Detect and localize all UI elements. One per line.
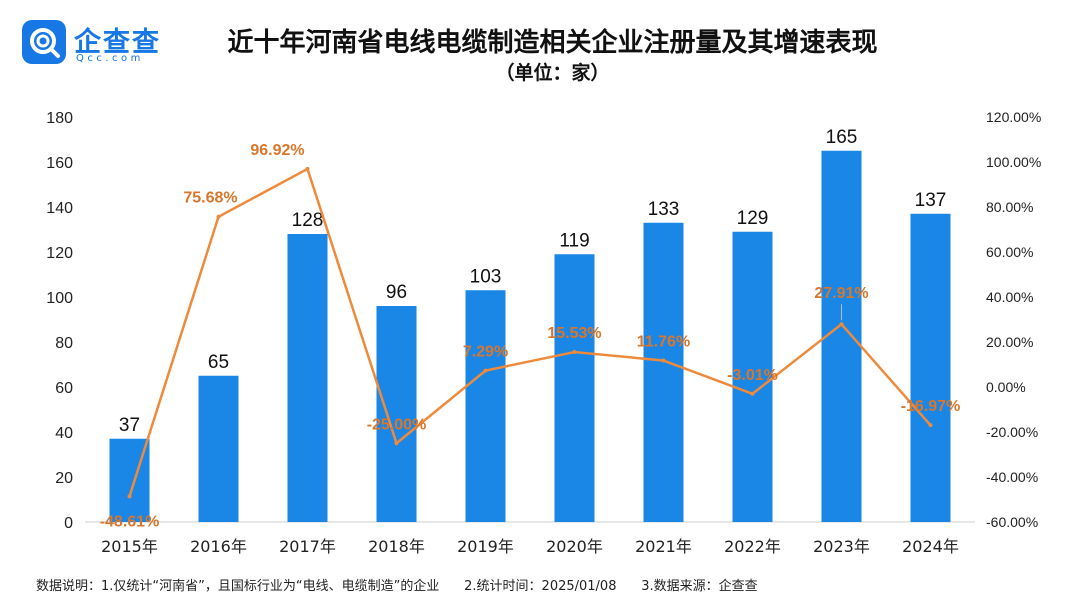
y-left-tick-label: 40: [55, 425, 73, 442]
growth-line: [128, 167, 932, 497]
chart-subtitle: （单位：家）: [495, 62, 610, 84]
bar-value-label: 65: [208, 352, 229, 373]
growth-point: [483, 368, 488, 373]
growth-rate-label: 96.92%: [250, 142, 304, 159]
footer-note-source: 3.数据来源：企查查: [641, 579, 758, 594]
y-right-tick-label: 100.00%: [986, 154, 1041, 170]
y-left-tick-label: 160: [46, 155, 73, 172]
growth-point: [127, 494, 132, 499]
bar-value-label: 103: [470, 266, 502, 287]
y-left-tick-label: 120: [46, 245, 73, 262]
growth-rate-label: 7.29%: [463, 344, 508, 361]
growth-point: [394, 441, 399, 446]
y-left-tick-label: 140: [46, 200, 73, 217]
brand-name: 企查查: [74, 27, 161, 58]
bar: [287, 234, 328, 522]
x-tick-label: 2020年: [546, 537, 603, 556]
growth-point: [305, 166, 310, 171]
footer-notes: 数据说明：1.仅统计“河南省”，且国标行业为“电线、电缆制造”的企业 2.统计时…: [36, 575, 758, 594]
growth-point: [661, 358, 666, 363]
bar: [554, 254, 595, 522]
y-left-tick-label: 20: [55, 470, 73, 487]
bar-value-label: 37: [119, 415, 140, 436]
growth-rate-label: 27.91%: [814, 285, 868, 302]
footer-note-date: 2.统计时间：2025/01/08: [464, 579, 617, 594]
y-right-tick-label: 80.00%: [986, 199, 1033, 215]
x-tick-label: 2015年: [101, 537, 158, 556]
y-left-tick-label: 80: [55, 335, 73, 352]
y-left-tick-label: 180: [46, 110, 73, 127]
x-tick-label: 2023年: [813, 537, 870, 556]
growth-rate-label: -25.00%: [367, 416, 427, 433]
y-left-tick-label: 60: [55, 380, 73, 397]
y-right-tick-label: 120.00%: [986, 109, 1041, 125]
x-tick-label: 2024年: [902, 537, 959, 556]
growth-point: [216, 214, 221, 219]
bar-value-label: 119: [559, 230, 589, 251]
growth-point: [572, 350, 577, 355]
y-left-tick-label: 100: [46, 290, 73, 307]
chart-title: 近十年河南省电线电缆制造相关企业注册量及其增速表现: [227, 28, 878, 58]
y-right-tick-label: 20.00%: [986, 334, 1033, 350]
x-tick-label: 2022年: [724, 537, 781, 556]
x-tick-label: 2016年: [190, 537, 247, 556]
y-right-tick-label: 60.00%: [986, 244, 1033, 260]
bar: [732, 231, 773, 522]
y-right-tick-label: -60.00%: [986, 514, 1038, 530]
bar-value-label: 96: [386, 282, 407, 303]
bar-value-label: 165: [826, 127, 858, 148]
growth-point: [839, 322, 844, 327]
growth-rate-label: 11.76%: [637, 334, 690, 351]
x-tick-label: 2019年: [457, 537, 514, 556]
bar-value-label: 137: [915, 190, 947, 211]
bar-value-label: 133: [648, 199, 680, 220]
x-tick-label: 2021年: [635, 537, 692, 556]
y-right-tick-label: -20.00%: [986, 424, 1038, 440]
bar: [643, 222, 684, 522]
growth-rate-label: -48.61%: [100, 513, 160, 530]
growth-rate-label: 75.68%: [183, 190, 237, 207]
y-right-tick-label: 40.00%: [986, 289, 1033, 305]
growth-rate-label: 15.53%: [547, 325, 601, 342]
bar: [910, 213, 951, 522]
bar: [198, 375, 239, 522]
y-right-tick-label: 0.00%: [986, 379, 1026, 395]
logo-icon: [22, 20, 66, 64]
growth-rate-label: -3.01%: [727, 367, 778, 384]
bar: [465, 290, 506, 522]
footer-note-scope: 数据说明：1.仅统计“河南省”，且国标行业为“电线、电缆制造”的企业: [36, 579, 440, 594]
growth-point: [750, 391, 755, 396]
brand-domain: Qcc.com: [76, 53, 144, 64]
x-tick-label: 2017年: [279, 537, 336, 556]
growth-point: [928, 423, 933, 428]
bar: [821, 150, 862, 522]
bar-value-label: 129: [737, 208, 769, 229]
bar-value-label: 128: [292, 210, 324, 231]
bar: [376, 306, 417, 522]
brand-logo: 企查查 Qcc.com: [22, 20, 192, 70]
x-tick-label: 2018年: [368, 537, 425, 556]
growth-rate-label: -16.97%: [901, 398, 961, 415]
y-right-tick-label: -40.00%: [986, 469, 1038, 485]
y-left-tick-label: 0: [64, 515, 73, 532]
